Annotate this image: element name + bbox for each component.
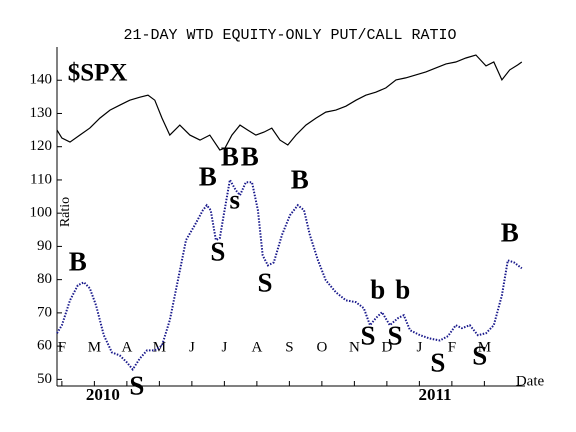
signal-annotation: b bbox=[370, 274, 385, 304]
series-line bbox=[56, 54, 523, 151]
y-tick-label: 100 bbox=[30, 205, 53, 221]
signal-annotation: S bbox=[361, 321, 376, 351]
y-tick-label: 110 bbox=[30, 171, 52, 187]
y-tick-label: 140 bbox=[30, 72, 53, 88]
x-tick-label: J bbox=[416, 339, 422, 355]
x-tick-label: M bbox=[478, 339, 491, 355]
x-tick-label: M bbox=[153, 339, 166, 355]
x-tick-label: J bbox=[221, 339, 227, 355]
x-tick-label: N bbox=[349, 339, 360, 355]
signal-annotation: S bbox=[472, 341, 487, 371]
inset-label: $SPX bbox=[68, 60, 128, 87]
x-tick-label: A bbox=[251, 339, 262, 355]
signal-annotation: S bbox=[129, 371, 144, 401]
year-label: 2010 bbox=[86, 385, 120, 404]
y-tick-label: 130 bbox=[30, 105, 53, 121]
x-tick-label: F bbox=[448, 339, 456, 355]
chart-title: 21-DAY WTD EQUITY-ONLY PUT/CALL RATIO bbox=[123, 27, 456, 44]
signal-annotation: b bbox=[395, 274, 410, 304]
y-axis-label: Ratio bbox=[58, 197, 73, 227]
signal-annotation: S bbox=[430, 348, 445, 378]
signal-annotation: B bbox=[501, 217, 519, 247]
signal-annotation: S bbox=[210, 237, 225, 267]
series-line bbox=[56, 177, 523, 372]
x-tick-label: M bbox=[88, 339, 101, 355]
x-tick-label: D bbox=[381, 339, 392, 355]
y-tick-label: 120 bbox=[30, 138, 53, 154]
x-tick-label: J bbox=[189, 339, 195, 355]
signal-annotation: S bbox=[387, 321, 402, 351]
signal-annotation: B bbox=[69, 247, 87, 277]
y-tick-label: 50 bbox=[37, 371, 52, 387]
signal-annotation: s bbox=[230, 184, 241, 214]
y-tick-label: 70 bbox=[37, 304, 52, 320]
signal-annotation: B bbox=[199, 161, 217, 191]
y-tick-label: 80 bbox=[37, 271, 52, 287]
x-tick-label: O bbox=[316, 339, 327, 355]
y-tick-label: 90 bbox=[37, 238, 52, 254]
x-axis-label: Date bbox=[516, 373, 545, 389]
y-tick-label: 60 bbox=[37, 338, 52, 354]
x-tick-label: A bbox=[121, 339, 132, 355]
signal-annotation: S bbox=[257, 268, 272, 298]
signal-annotation: B bbox=[241, 142, 259, 172]
year-label: 2011 bbox=[418, 385, 451, 404]
x-tick-label: F bbox=[58, 339, 66, 355]
signal-annotation: B bbox=[221, 142, 239, 172]
signal-annotation: B bbox=[291, 164, 309, 194]
x-tick-label: S bbox=[285, 339, 293, 355]
